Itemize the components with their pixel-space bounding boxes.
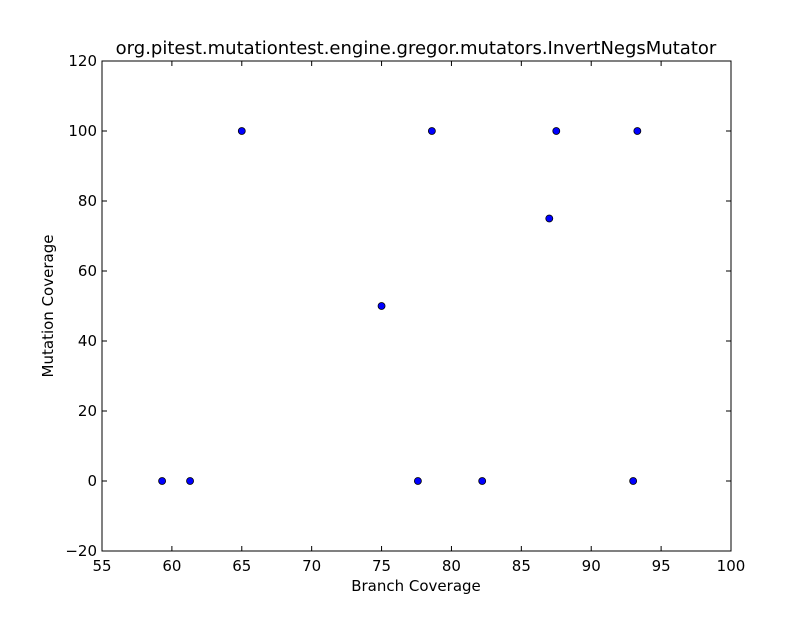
y-tick-label: 20 — [78, 402, 97, 420]
y-tick-label: 100 — [68, 122, 97, 140]
y-tick-label: 120 — [68, 52, 97, 70]
y-tick-label: 0 — [87, 472, 97, 490]
x-axis: 55 60 65 70 75 80 85 90 95 100 — [92, 61, 745, 575]
x-tick-label: 85 — [512, 557, 531, 575]
data-points — [158, 127, 642, 485]
x-tick-label: 65 — [232, 557, 251, 575]
y-tick-label: 80 — [78, 192, 97, 210]
data-point — [478, 477, 487, 485]
data-point — [413, 477, 422, 485]
x-axis-label: Branch Coverage — [351, 577, 481, 595]
y-tick-label: 60 — [78, 262, 97, 280]
data-point — [545, 214, 554, 223]
x-tick-label: 80 — [442, 557, 461, 575]
y-tick-label: 40 — [78, 332, 97, 350]
x-tick-label: 70 — [302, 557, 321, 575]
x-tick-label: 90 — [582, 557, 601, 575]
x-tick-label: 75 — [372, 557, 391, 575]
data-point — [186, 477, 194, 485]
x-tick-label: 60 — [162, 557, 181, 575]
x-tick-label: 95 — [652, 557, 671, 575]
data-point — [158, 477, 167, 485]
x-tick-label: 55 — [92, 557, 111, 575]
y-axis: −20 0 20 40 60 80 100 120 — [65, 52, 731, 560]
y-axis-label: Mutation Coverage — [39, 235, 57, 378]
plot-area — [101, 60, 732, 552]
data-point — [377, 302, 386, 310]
y-tick-label: −20 — [65, 542, 97, 560]
data-point — [237, 127, 246, 135]
data-point — [427, 127, 436, 135]
data-point — [552, 127, 561, 135]
data-point — [629, 477, 638, 485]
x-tick-label: 100 — [717, 557, 746, 575]
data-point — [633, 127, 642, 135]
chart-title: org.pitest.mutationtest.engine.gregor.mu… — [116, 38, 717, 59]
